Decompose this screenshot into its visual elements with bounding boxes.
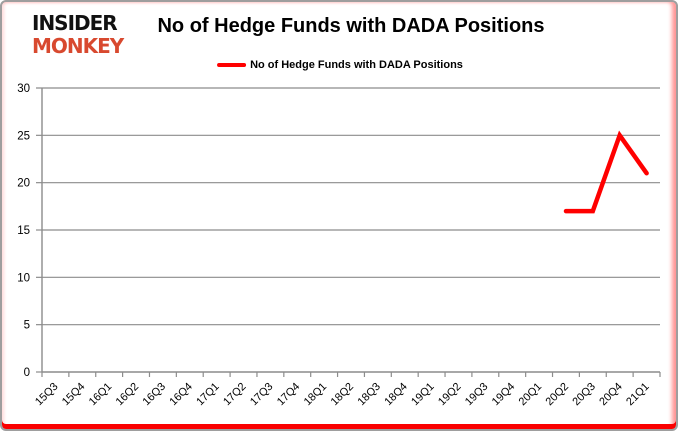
x-axis-label: 18Q4 <box>382 381 410 409</box>
legend-label: No of Hedge Funds with DADA Positions <box>250 59 463 71</box>
x-axis-label: 16Q1 <box>87 381 115 409</box>
x-axis-label: 19Q3 <box>463 381 491 409</box>
x-axis-label: 18Q2 <box>329 381 357 409</box>
x-axis-label: 17Q4 <box>275 381 303 409</box>
x-axis-label: 20Q4 <box>597 381 625 409</box>
x-axis-label: 17Q2 <box>221 381 249 409</box>
y-axis-label: 10 <box>17 272 30 284</box>
insider-monkey-logo: INSIDER MONKEY <box>32 11 124 58</box>
logo-line-insider: INSIDER <box>32 11 118 35</box>
x-axis-label: 15Q4 <box>60 381 88 409</box>
y-axis-label: 0 <box>24 367 30 379</box>
x-axis-label: 16Q2 <box>114 381 142 409</box>
x-axis-label: 19Q4 <box>490 381 518 409</box>
y-axis-label: 25 <box>17 130 30 142</box>
chart-title: No of Hedge Funds with DADA Positions <box>157 15 545 37</box>
x-axis-label: 18Q3 <box>355 381 383 409</box>
x-axis-label: 20Q3 <box>570 381 598 409</box>
x-axis-label: 19Q2 <box>436 381 464 409</box>
y-axis-label: 30 <box>17 83 30 95</box>
x-axis-label: 18Q1 <box>302 381 330 409</box>
x-axis-label: 20Q1 <box>517 381 545 409</box>
x-axis-label: 17Q3 <box>248 381 276 409</box>
logo-line-monkey: MONKEY <box>32 34 124 58</box>
legend-line-marker <box>217 62 247 68</box>
x-axis-label: 17Q1 <box>194 381 222 409</box>
data-series-line <box>563 130 649 214</box>
legend: No of Hedge Funds with DADA Positions <box>217 59 463 71</box>
x-axis-label: 19Q1 <box>409 381 437 409</box>
x-axis-label: 16Q3 <box>141 381 169 409</box>
x-axis-label: 21Q1 <box>624 381 652 409</box>
y-axis-label: 15 <box>17 225 30 237</box>
x-axis-label: 16Q4 <box>167 381 195 409</box>
y-axis-label: 5 <box>24 320 30 332</box>
x-axis-label: 15Q3 <box>33 381 61 409</box>
x-axis-label: 20Q2 <box>544 381 572 409</box>
y-axis-label: 20 <box>17 178 30 190</box>
